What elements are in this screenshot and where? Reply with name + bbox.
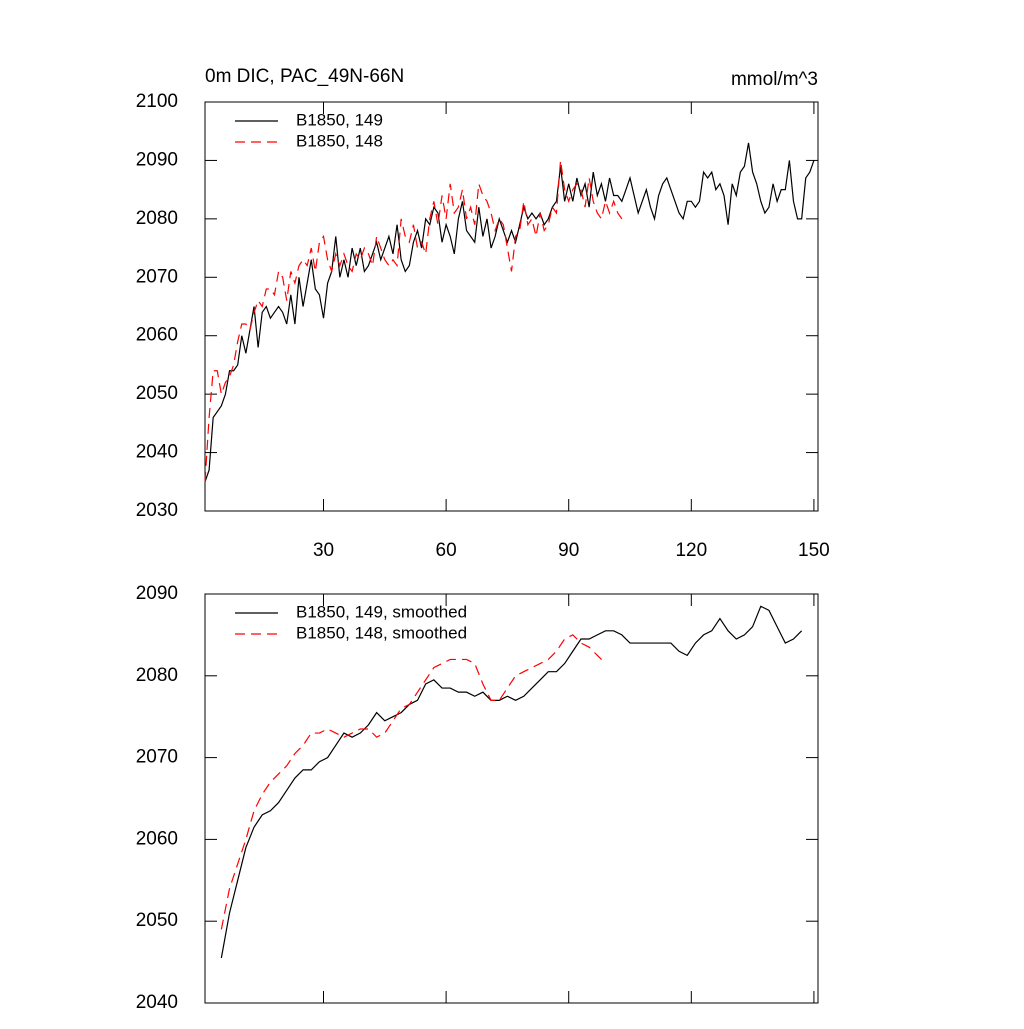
y-tick-label: 2050 bbox=[136, 383, 178, 404]
y-tick-label: 2090 bbox=[136, 583, 178, 604]
y-tick-label: 2070 bbox=[136, 747, 178, 768]
legend-label: B1850, 148 bbox=[296, 131, 383, 150]
legend-label: B1850, 149 bbox=[296, 110, 383, 129]
plot-frame bbox=[204, 101, 819, 512]
x-tick-label: 60 bbox=[436, 540, 457, 561]
x-tick-label: 120 bbox=[675, 540, 707, 561]
x-tick-label: 150 bbox=[798, 540, 830, 561]
y-tick-label: 2030 bbox=[136, 500, 178, 521]
chart-title: 0m DIC, PAC_49N-66N bbox=[205, 66, 404, 87]
data-line bbox=[220, 605, 803, 959]
plot-frame bbox=[204, 593, 819, 1004]
y-tick-label: 2050 bbox=[136, 910, 178, 931]
y-tick-label: 2080 bbox=[136, 208, 178, 229]
units-label: mmol/m^3 bbox=[731, 69, 818, 90]
x-tick-label: 30 bbox=[313, 540, 334, 561]
y-tick-label: 2060 bbox=[136, 325, 178, 346]
x-tick-label: 90 bbox=[558, 540, 579, 561]
data-line bbox=[204, 160, 623, 482]
y-tick-label: 2070 bbox=[136, 266, 178, 287]
y-tick-label: 2040 bbox=[136, 992, 178, 1013]
data-line bbox=[220, 634, 606, 930]
y-tick-label: 2100 bbox=[136, 91, 178, 112]
y-tick-label: 2080 bbox=[136, 665, 178, 686]
data-line bbox=[204, 142, 815, 482]
y-tick-label: 2040 bbox=[136, 442, 178, 463]
legend-label: B1850, 149, smoothed bbox=[296, 602, 467, 621]
y-tick-label: 2090 bbox=[136, 149, 178, 170]
legend-label: B1850, 148, smoothed bbox=[296, 623, 467, 642]
y-tick-label: 2060 bbox=[136, 828, 178, 849]
